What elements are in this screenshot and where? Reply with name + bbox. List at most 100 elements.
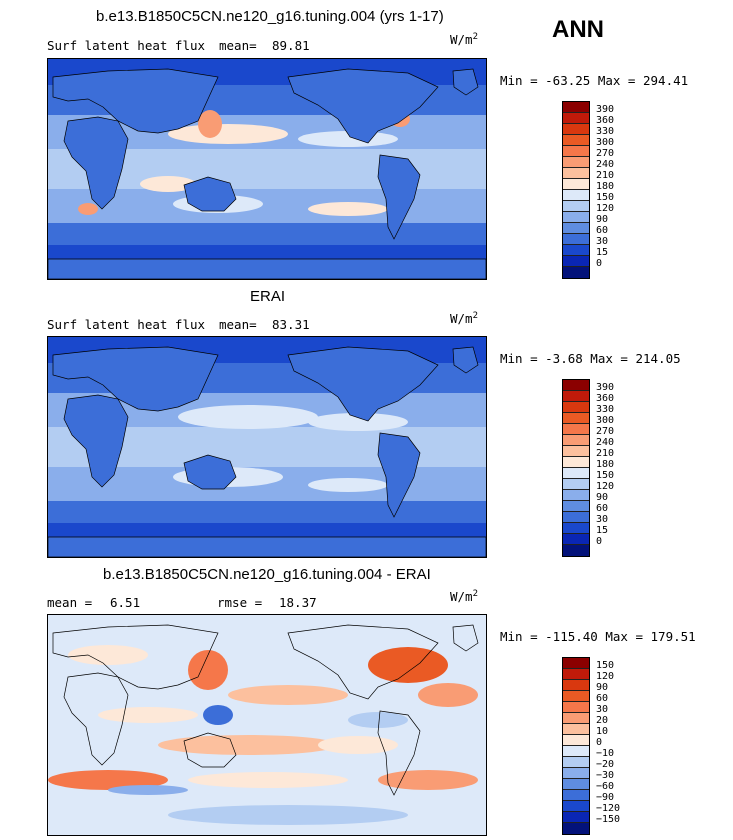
panel-3-rmse-value: 18.37 bbox=[279, 595, 317, 610]
panel-2-colorbar-label: 60 bbox=[596, 503, 609, 514]
panel-3-minmax: Min = -115.40 Max = 179.51 bbox=[500, 629, 696, 644]
panel-2-colorbar-swatch bbox=[563, 512, 589, 523]
panel-1-colorbar-label: 120 bbox=[596, 203, 615, 214]
panel-3-rmse-label: rmse = bbox=[217, 595, 263, 610]
panel-3-colorbar-swatch bbox=[563, 823, 589, 834]
panel-1-colorbar-swatch bbox=[563, 135, 589, 146]
panel-2-colorbar-label: 390 bbox=[596, 382, 615, 393]
panel-1-field-name: Surf latent heat flux bbox=[47, 38, 206, 53]
panel-1-mean-value: 89.81 bbox=[272, 38, 310, 53]
panel-1-colorbar-swatch bbox=[563, 256, 589, 267]
panel-3-colorbar-label: 90 bbox=[596, 682, 609, 693]
panel-1-colorbar-label: 240 bbox=[596, 159, 615, 170]
panel-1-colorbar-swatch bbox=[563, 102, 589, 113]
panel-1-colorbar-label: 15 bbox=[596, 247, 609, 258]
panel-3-colorbar-label: −150 bbox=[596, 814, 621, 825]
panel-2-colorbar bbox=[562, 379, 590, 557]
panel-1-mean-label: mean= bbox=[219, 38, 257, 53]
panel-1-title: b.e13.B1850C5CN.ne120_g16.tuning.004 (yr… bbox=[96, 8, 444, 25]
panel-3-colorbar-label: −10 bbox=[596, 748, 615, 759]
panel-3-colorbar-swatch bbox=[563, 713, 589, 724]
panel-1-colorbar-swatch bbox=[563, 245, 589, 256]
season-label: ANN bbox=[552, 16, 604, 43]
panel-3-mean-value: 6.51 bbox=[110, 595, 141, 610]
panel-1-colorbar-swatch bbox=[563, 201, 589, 212]
panel-2-mean-label: mean= bbox=[219, 317, 257, 332]
panel-3-colorbar bbox=[562, 657, 590, 835]
panel-3-mean-label: mean = bbox=[47, 595, 93, 610]
panel-2-colorbar-swatch bbox=[563, 413, 589, 424]
panel-2-mean-value: 83.31 bbox=[272, 317, 310, 332]
panel-2-field-name: Surf latent heat flux bbox=[47, 317, 206, 332]
panel-1-colorbar-label: 60 bbox=[596, 225, 609, 236]
panel-2-colorbar-swatch bbox=[563, 457, 589, 468]
panel-1-colorbar-swatch bbox=[563, 146, 589, 157]
panel-1-colorbar-swatch bbox=[563, 190, 589, 201]
panel-2-colorbar-swatch bbox=[563, 545, 589, 556]
panel-1-minmax: Min = -63.25 Max = 294.41 bbox=[500, 73, 689, 88]
panel-2-units: W/m2 bbox=[450, 311, 478, 327]
panel-1-map bbox=[47, 58, 487, 280]
panel-1-colorbar-swatch bbox=[563, 212, 589, 223]
panel-1-colorbar-label: 270 bbox=[596, 148, 615, 159]
panel-2-colorbar-swatch bbox=[563, 424, 589, 435]
panel-3-colorbar-label: −20 bbox=[596, 759, 615, 770]
panel-3-colorbar-label: 10 bbox=[596, 726, 609, 737]
panel-3-colorbar-swatch bbox=[563, 680, 589, 691]
panel-2-colorbar-swatch bbox=[563, 435, 589, 446]
panel-1-colorbar-label: 30 bbox=[596, 236, 609, 247]
panel-1-colorbar-label: 210 bbox=[596, 170, 615, 181]
panel-1-colorbar-swatch bbox=[563, 157, 589, 168]
panel-1-units: W/m2 bbox=[450, 32, 478, 48]
panel-3-map bbox=[47, 614, 487, 836]
panel-3-colorbar-swatch bbox=[563, 691, 589, 702]
panel-2-colorbar-label: 270 bbox=[596, 426, 615, 437]
panel-3-colorbar-label: −90 bbox=[596, 792, 615, 803]
panel-2-colorbar-label: 210 bbox=[596, 448, 615, 459]
panel-3-colorbar-label: 120 bbox=[596, 671, 615, 682]
panel-1-colorbar-label: 300 bbox=[596, 137, 615, 148]
panel-2-colorbar-label: 30 bbox=[596, 514, 609, 525]
panel-3-colorbar-label: 150 bbox=[596, 660, 615, 671]
panel-3-colorbar-swatch bbox=[563, 735, 589, 746]
panel-2-map bbox=[47, 336, 487, 558]
panel-1-colorbar-label: 330 bbox=[596, 126, 615, 137]
panel-2-colorbar-label: 15 bbox=[596, 525, 609, 536]
panel-1-colorbar-label: 390 bbox=[596, 104, 615, 115]
panel-1-colorbar-swatch bbox=[563, 168, 589, 179]
panel-3-colorbar-swatch bbox=[563, 757, 589, 768]
panel-2-colorbar-swatch bbox=[563, 490, 589, 501]
panel-1-colorbar-label: 360 bbox=[596, 115, 615, 126]
panel-3-colorbar-label: 20 bbox=[596, 715, 609, 726]
panel-3-title: b.e13.B1850C5CN.ne120_g16.tuning.004 - E… bbox=[103, 566, 431, 583]
panel-2-colorbar-swatch bbox=[563, 534, 589, 545]
panel-2-colorbar-label: 90 bbox=[596, 492, 609, 503]
panel-3-colorbar-swatch bbox=[563, 768, 589, 779]
panel-1-colorbar-swatch bbox=[563, 234, 589, 245]
panel-3-colorbar-swatch bbox=[563, 801, 589, 812]
panel-2-colorbar-label: 360 bbox=[596, 393, 615, 404]
panel-3-units: W/m2 bbox=[450, 589, 478, 605]
panel-2-colorbar-label: 0 bbox=[596, 536, 603, 547]
panel-1-colorbar bbox=[562, 101, 590, 279]
panel-3-colorbar-label: 0 bbox=[596, 737, 603, 748]
panel-2-colorbar-swatch bbox=[563, 380, 589, 391]
panel-3-colorbar-swatch bbox=[563, 724, 589, 735]
panel-2-colorbar-swatch bbox=[563, 402, 589, 413]
panel-2-colorbar-label: 120 bbox=[596, 481, 615, 492]
panel-2-colorbar-label: 180 bbox=[596, 459, 615, 470]
panel-2-colorbar-label: 300 bbox=[596, 415, 615, 426]
panel-2-colorbar-swatch bbox=[563, 391, 589, 402]
panel-1-colorbar-label: 180 bbox=[596, 181, 615, 192]
panel-3-colorbar-label: 60 bbox=[596, 693, 609, 704]
panel-1-colorbar-label: 90 bbox=[596, 214, 609, 225]
panel-3-colorbar-label: 30 bbox=[596, 704, 609, 715]
panel-3-colorbar-swatch bbox=[563, 746, 589, 757]
panel-3-colorbar-swatch bbox=[563, 790, 589, 801]
panel-1-colorbar-label: 150 bbox=[596, 192, 615, 203]
panel-2-minmax: Min = -3.68 Max = 214.05 bbox=[500, 351, 681, 366]
panel-3-colorbar-swatch bbox=[563, 779, 589, 790]
panel-3-colorbar-label: −30 bbox=[596, 770, 615, 781]
panel-3-colorbar-swatch bbox=[563, 658, 589, 669]
panel-1-colorbar-swatch bbox=[563, 124, 589, 135]
